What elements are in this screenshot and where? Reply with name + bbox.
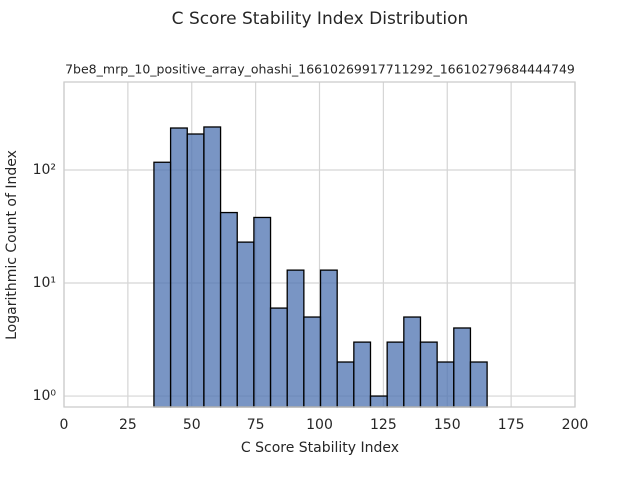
x-tick-label: 25: [119, 417, 137, 433]
x-tick-label: 125: [370, 417, 397, 433]
x-tick-label: 50: [183, 417, 201, 433]
bar: [153, 161, 172, 408]
x-tick-label: 75: [247, 417, 265, 433]
bar: [286, 269, 305, 408]
x-tick-label: 150: [434, 417, 461, 433]
x-tick-label: 0: [60, 417, 69, 433]
chart-subtitle: 7be8_mrp_10_positive_array_ohashi_166102…: [65, 62, 575, 77]
x-axis-label: C Score Stability Index: [241, 440, 399, 456]
bar: [169, 127, 188, 408]
bar: [319, 269, 338, 408]
bar: [253, 216, 272, 408]
x-tick-label: 100: [306, 417, 333, 433]
bar: [386, 341, 405, 408]
bar: [186, 133, 205, 408]
x-tick-label: 200: [562, 417, 589, 433]
bar: [403, 316, 422, 408]
y-tick-label: 10⁰: [33, 388, 57, 404]
y-tick-label: 10²: [33, 162, 56, 178]
bar: [203, 126, 222, 408]
bar: [453, 327, 472, 408]
bar: [269, 307, 288, 408]
bar: [303, 316, 322, 408]
bar: [219, 211, 238, 408]
x-tick-label: 175: [498, 417, 525, 433]
chart-title: C Score Stability Index Distribution: [172, 9, 469, 29]
bar: [336, 361, 355, 408]
y-axis-label: Logarithmic Count of Index: [4, 150, 20, 340]
bar: [353, 341, 372, 408]
bar: [369, 395, 388, 408]
bar: [236, 241, 255, 408]
plot-frame: [63, 81, 576, 408]
bar: [419, 341, 438, 408]
bar: [436, 361, 455, 408]
y-tick-label: 10¹: [33, 275, 56, 291]
bar: [469, 361, 488, 408]
